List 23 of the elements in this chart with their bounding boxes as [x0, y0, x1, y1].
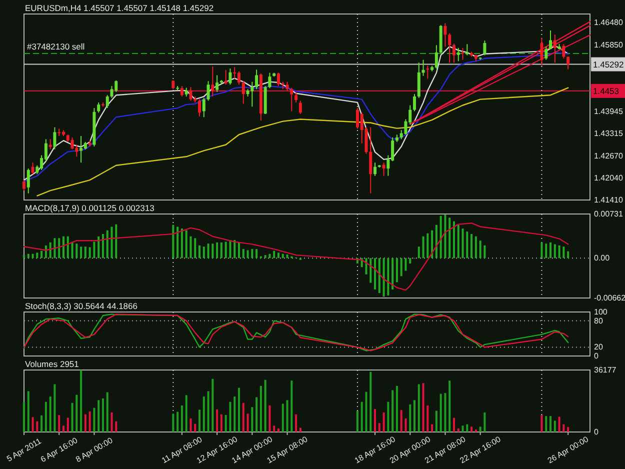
chart-title: Stoch(8,3,3) 30.5644 44.1866: [25, 301, 138, 311]
y-tick-label: 20: [594, 342, 604, 352]
y-tick-label: 36177: [594, 366, 617, 374]
y-tick-label: 1.41410: [594, 196, 624, 204]
y-tick-label: 100: [594, 308, 608, 316]
y-tick-label: 1.43315: [594, 128, 624, 138]
y-tick-label: 0: [594, 352, 599, 360]
ref-line-label: 1.4453: [593, 86, 620, 96]
y-tick-label: 1.42670: [594, 151, 624, 160]
y-tick-label: 1.46480: [594, 18, 624, 28]
y-tick-label: 80: [594, 316, 604, 326]
chart-title: Volumes 2951: [25, 359, 80, 369]
y-tick-label: 0: [594, 428, 599, 436]
ref-line-label: #37482130 sell: [27, 42, 85, 52]
y-tick-label: -0.00662: [594, 294, 625, 302]
ref-line-label: 1.45292: [593, 59, 624, 70]
y-tick-label: 0.00731: [594, 210, 624, 218]
y-tick-label: 1.42040: [594, 173, 624, 182]
y-tick-label: 0.00: [594, 254, 610, 263]
y-tick-label: 1.43945: [594, 106, 624, 116]
chart-title: MACD(8,17,9) 0.001125 0.002313: [25, 203, 155, 213]
chart-title: EURUSDm,H4 1.45507 1.45507 1.45148 1.45292: [25, 3, 214, 13]
y-tick-label: 1.45850: [594, 40, 624, 50]
